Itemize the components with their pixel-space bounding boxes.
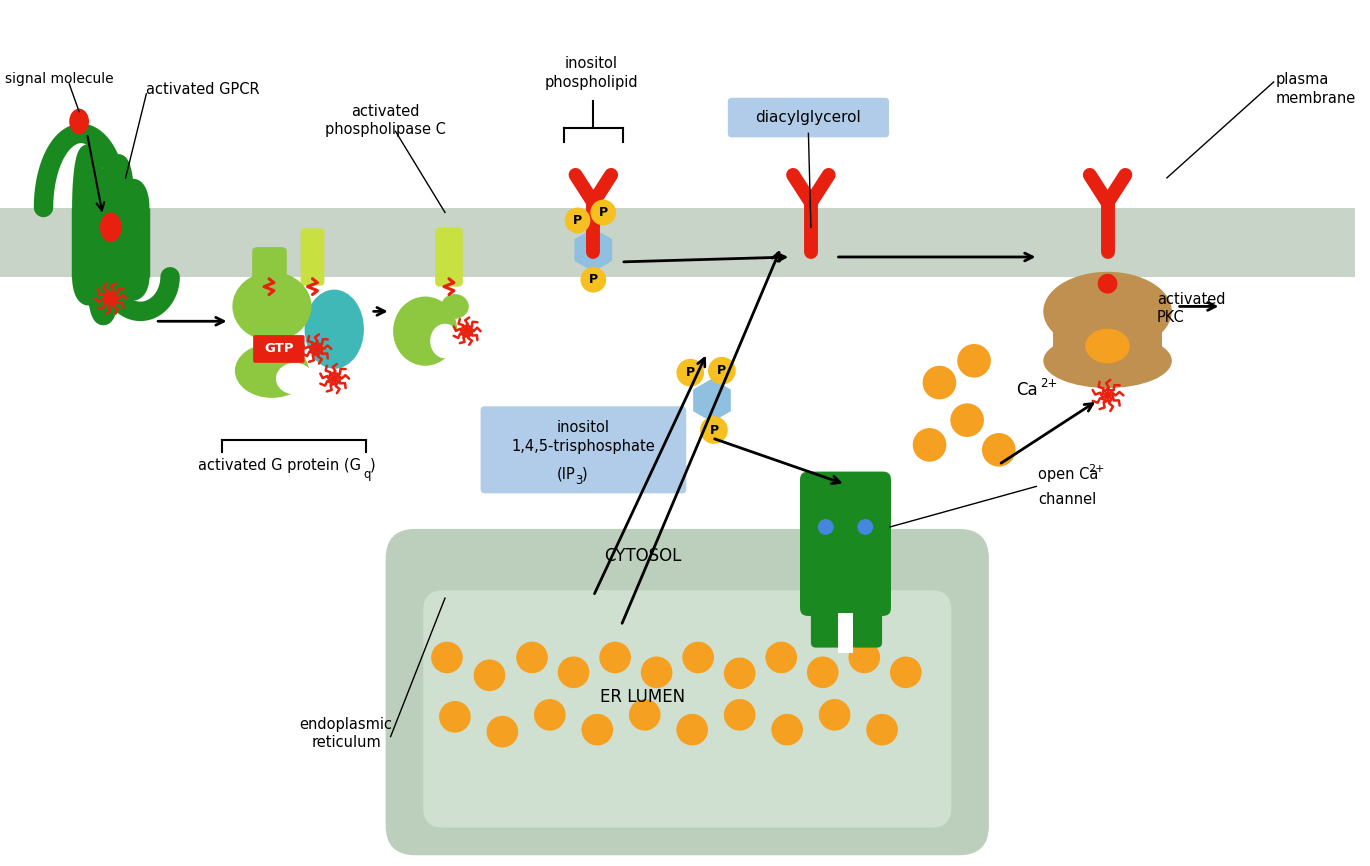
Text: 2+: 2+ xyxy=(1040,377,1058,390)
FancyBboxPatch shape xyxy=(800,472,851,616)
Ellipse shape xyxy=(275,363,314,394)
Text: endoplasmic
reticulum: endoplasmic reticulum xyxy=(300,717,393,751)
Ellipse shape xyxy=(1085,329,1130,363)
Ellipse shape xyxy=(441,294,469,319)
Circle shape xyxy=(951,404,984,437)
Circle shape xyxy=(486,716,518,747)
Text: channel: channel xyxy=(1038,492,1096,507)
FancyBboxPatch shape xyxy=(851,608,882,648)
Circle shape xyxy=(558,656,589,688)
Text: P: P xyxy=(685,366,695,379)
Text: inositol
1,4,5-trisphosphate: inositol 1,4,5-trisphosphate xyxy=(511,420,655,454)
Ellipse shape xyxy=(806,475,847,513)
Circle shape xyxy=(1097,274,1118,294)
Circle shape xyxy=(771,714,803,746)
Text: P: P xyxy=(573,214,582,227)
Text: P: P xyxy=(589,273,597,287)
Circle shape xyxy=(890,656,922,688)
Polygon shape xyxy=(693,378,730,422)
Ellipse shape xyxy=(844,475,886,513)
Circle shape xyxy=(581,267,606,293)
Ellipse shape xyxy=(393,296,458,365)
Text: P: P xyxy=(710,423,718,436)
FancyBboxPatch shape xyxy=(811,608,843,648)
Circle shape xyxy=(590,200,616,225)
Text: (IP: (IP xyxy=(556,467,575,481)
Text: 3: 3 xyxy=(575,475,582,488)
Text: ): ) xyxy=(370,458,375,473)
Text: open Ca: open Ca xyxy=(1038,467,1099,482)
Text: activated
PKC: activated PKC xyxy=(1158,292,1226,326)
FancyBboxPatch shape xyxy=(386,529,989,856)
Ellipse shape xyxy=(70,108,89,134)
Circle shape xyxy=(534,699,566,731)
Circle shape xyxy=(641,656,673,688)
Text: ER LUMEN: ER LUMEN xyxy=(600,688,685,706)
Ellipse shape xyxy=(430,324,460,359)
Text: ): ) xyxy=(581,467,588,481)
FancyBboxPatch shape xyxy=(423,591,951,828)
Text: P: P xyxy=(599,206,608,219)
Circle shape xyxy=(564,208,590,233)
Circle shape xyxy=(848,642,880,673)
FancyBboxPatch shape xyxy=(0,208,1355,277)
Polygon shape xyxy=(574,229,612,272)
Circle shape xyxy=(982,433,1015,467)
Text: q: q xyxy=(363,468,371,481)
FancyBboxPatch shape xyxy=(837,613,854,653)
Circle shape xyxy=(958,344,991,378)
Text: CYTOSOL: CYTOSOL xyxy=(604,546,681,565)
FancyBboxPatch shape xyxy=(436,227,463,287)
Circle shape xyxy=(922,365,956,399)
Circle shape xyxy=(677,714,708,746)
Circle shape xyxy=(682,642,714,673)
Text: P: P xyxy=(718,365,726,378)
Ellipse shape xyxy=(1044,272,1171,351)
Ellipse shape xyxy=(304,289,364,369)
Circle shape xyxy=(432,642,463,673)
Text: GTP: GTP xyxy=(264,342,293,355)
Text: 2+: 2+ xyxy=(1088,463,1104,474)
Ellipse shape xyxy=(233,272,311,341)
Text: activated
phospholipase C: activated phospholipase C xyxy=(325,104,447,138)
Circle shape xyxy=(677,359,704,386)
Text: diacylglycerol: diacylglycerol xyxy=(755,110,862,125)
Circle shape xyxy=(807,656,838,688)
FancyBboxPatch shape xyxy=(840,472,890,616)
Text: signal molecule: signal molecule xyxy=(5,72,114,86)
Circle shape xyxy=(818,519,833,535)
FancyBboxPatch shape xyxy=(1054,316,1162,356)
Circle shape xyxy=(723,657,755,689)
Text: inositol
phospholipid: inositol phospholipid xyxy=(544,56,638,90)
Circle shape xyxy=(866,714,897,746)
Text: activated G protein (G: activated G protein (G xyxy=(197,458,360,473)
FancyBboxPatch shape xyxy=(252,247,286,287)
Text: plasma
membrane: plasma membrane xyxy=(1275,72,1356,106)
Circle shape xyxy=(700,417,727,444)
Circle shape xyxy=(912,428,947,462)
Circle shape xyxy=(599,642,632,673)
Circle shape xyxy=(438,701,471,733)
Ellipse shape xyxy=(1044,333,1171,388)
FancyBboxPatch shape xyxy=(481,406,686,494)
Circle shape xyxy=(581,714,614,746)
Circle shape xyxy=(708,357,736,385)
Circle shape xyxy=(819,699,851,731)
Circle shape xyxy=(516,642,548,673)
Circle shape xyxy=(474,659,506,691)
Ellipse shape xyxy=(100,212,122,242)
Circle shape xyxy=(723,699,755,731)
Text: Ca: Ca xyxy=(1017,382,1038,399)
Ellipse shape xyxy=(234,344,310,397)
Circle shape xyxy=(766,642,797,673)
Circle shape xyxy=(858,519,873,535)
Circle shape xyxy=(629,699,660,731)
FancyBboxPatch shape xyxy=(300,229,325,286)
FancyBboxPatch shape xyxy=(727,98,889,138)
FancyBboxPatch shape xyxy=(253,335,304,363)
Text: activated GPCR: activated GPCR xyxy=(147,82,260,97)
